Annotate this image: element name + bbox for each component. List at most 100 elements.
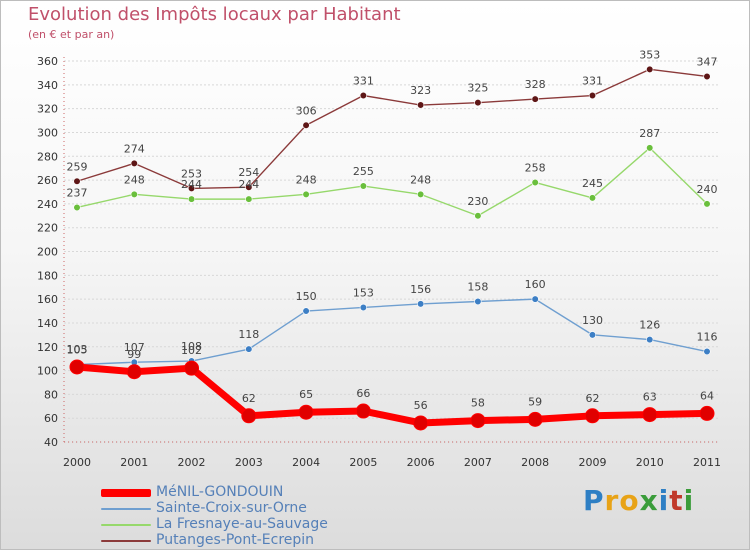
data-point — [187, 184, 196, 192]
data-point — [130, 190, 138, 198]
data-point — [646, 144, 654, 152]
y-tick-label: 100 — [37, 365, 58, 378]
data-point — [646, 65, 654, 73]
data-point — [355, 403, 371, 419]
data-label: 248 — [296, 173, 317, 186]
legend-swatch — [101, 508, 151, 510]
data-point — [359, 303, 367, 312]
data-label: 126 — [639, 319, 660, 332]
data-point — [703, 347, 711, 356]
data-label: 287 — [639, 127, 660, 140]
data-point — [241, 408, 257, 424]
y-tick-label: 360 — [37, 55, 58, 68]
series-line — [76, 363, 708, 427]
data-label: 325 — [467, 82, 488, 95]
data-label: 245 — [582, 177, 603, 190]
data-label: 65 — [299, 388, 313, 401]
data-label: 107 — [124, 341, 145, 354]
x-tick-label: 2010 — [636, 456, 664, 469]
x-tick-label: 2007 — [464, 456, 492, 469]
data-point — [187, 195, 196, 203]
data-point — [474, 297, 482, 306]
data-label: 102 — [181, 344, 202, 357]
data-point — [298, 404, 314, 420]
data-label: 59 — [528, 395, 542, 408]
y-tick-label: 160 — [37, 293, 58, 306]
data-point — [126, 364, 142, 380]
data-label: 331 — [582, 75, 603, 88]
data-point — [588, 194, 597, 202]
x-tick-label: 2000 — [63, 456, 91, 469]
data-label: 99 — [127, 348, 141, 361]
data-label: 105 — [67, 344, 88, 357]
logo-letter: t — [669, 484, 684, 517]
logo-letter: P — [583, 484, 605, 517]
y-tick-label: 140 — [37, 317, 58, 330]
data-label: 258 — [525, 161, 546, 174]
data-label: 230 — [467, 195, 488, 208]
data-label: 103 — [67, 343, 88, 356]
x-tick-label: 2003 — [235, 456, 263, 469]
x-tick-label: 2004 — [292, 456, 320, 469]
data-label: 244 — [238, 178, 259, 191]
logo-letter: r — [604, 484, 620, 517]
series-line — [76, 147, 708, 217]
data-point — [417, 101, 425, 109]
data-label: 108 — [181, 340, 202, 353]
data-point — [184, 360, 200, 376]
data-label: 64 — [700, 389, 714, 402]
data-point — [73, 203, 81, 212]
data-label: 58 — [471, 397, 485, 410]
y-tick-label: 340 — [37, 79, 58, 92]
data-point — [703, 72, 711, 81]
y-tick-label: 260 — [37, 174, 58, 187]
data-label: 237 — [67, 186, 88, 199]
legend-swatch — [101, 524, 151, 526]
logo-letter: x — [639, 484, 659, 517]
data-label: 56 — [414, 399, 428, 412]
x-tick-label: 2011 — [693, 456, 721, 469]
data-label: 353 — [639, 48, 660, 61]
x-tick-label: 2006 — [407, 456, 435, 469]
data-label: 116 — [697, 331, 718, 344]
x-tick-label: 2002 — [178, 456, 206, 469]
logo-letter: o — [619, 484, 640, 517]
data-label: 253 — [181, 167, 202, 180]
series-line — [76, 298, 708, 366]
y-tick-label: 120 — [37, 341, 58, 354]
data-label: 158 — [467, 281, 488, 294]
data-label: 118 — [238, 328, 259, 341]
y-tick-label: 220 — [37, 222, 58, 235]
data-point — [245, 183, 253, 191]
data-point — [69, 359, 85, 375]
data-point — [413, 415, 429, 431]
data-point — [302, 121, 310, 129]
data-label: 156 — [410, 283, 431, 296]
y-tick-label: 180 — [37, 269, 58, 282]
data-label: 62 — [585, 392, 599, 405]
x-tick-label: 2005 — [349, 456, 377, 469]
y-tick-label: 240 — [37, 198, 58, 211]
chart-subtitle: (en € et par an) — [28, 28, 115, 41]
data-point — [584, 408, 600, 424]
data-point — [646, 336, 654, 344]
data-label: 328 — [525, 78, 546, 91]
legend-label: La Fresnaye-au-Sauvage — [156, 516, 328, 532]
data-point — [417, 300, 425, 308]
chart-title: Evolution des Impôts locaux par Habitant — [28, 4, 401, 25]
data-label: 150 — [296, 290, 317, 303]
data-label: 66 — [356, 387, 370, 400]
data-point — [588, 331, 597, 339]
y-tick-label: 80 — [44, 388, 58, 401]
data-point — [245, 345, 253, 353]
data-point — [531, 95, 539, 103]
data-label: 347 — [697, 55, 718, 68]
y-tick-label: 60 — [44, 412, 58, 425]
data-point — [531, 295, 539, 303]
data-label: 248 — [410, 173, 431, 186]
data-point — [73, 177, 81, 185]
legend-swatch — [101, 489, 151, 497]
legend-label: Sainte-Croix-sur-Orne — [156, 500, 307, 516]
